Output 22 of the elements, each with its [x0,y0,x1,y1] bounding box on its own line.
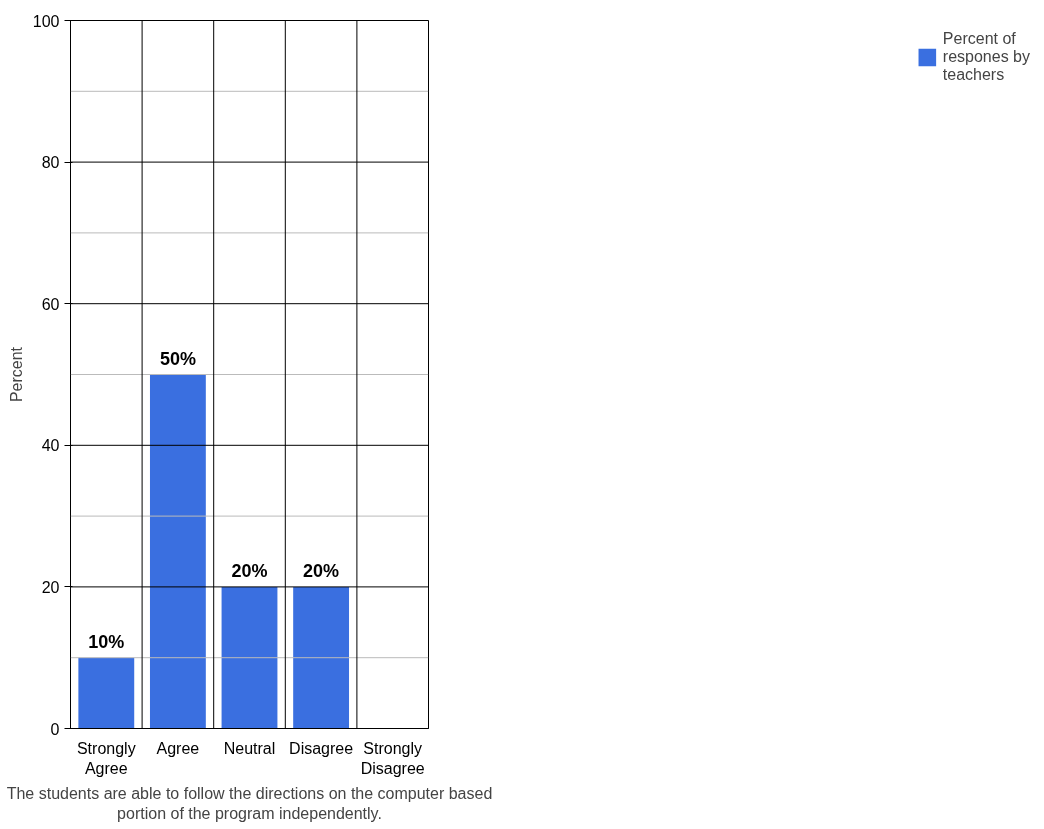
x-tick-label: Disagree [289,739,354,757]
y-axis-title: Percent [7,346,25,403]
data-label: 20% [303,560,340,581]
data-label: 10% [88,631,125,652]
y-tick-label: 60 [41,295,60,313]
y-tick-label: 40 [41,437,60,455]
y-tick-label: 20 [41,578,60,596]
data-label: 50% [159,348,196,369]
data-label: 20% [231,560,268,581]
bar [293,586,350,729]
y-tick-label: 80 [41,154,60,172]
legend-label: Percent of respones by teachers [942,30,1030,84]
x-tick-label: Agree [156,739,200,757]
y-tick-label: 0 [50,720,60,738]
bar [149,374,206,729]
x-tick-label: Neutral [223,739,276,757]
x-tick-label: Strongly Agree [76,739,136,777]
y-tick-label: 100 [32,12,60,30]
bar [221,586,278,729]
x-tick-label: Strongly Disagree [360,739,425,777]
x-axis-title: The students are able to follow the directions on the computer based portion of the program independently. [6,784,493,823]
bar [78,657,135,729]
